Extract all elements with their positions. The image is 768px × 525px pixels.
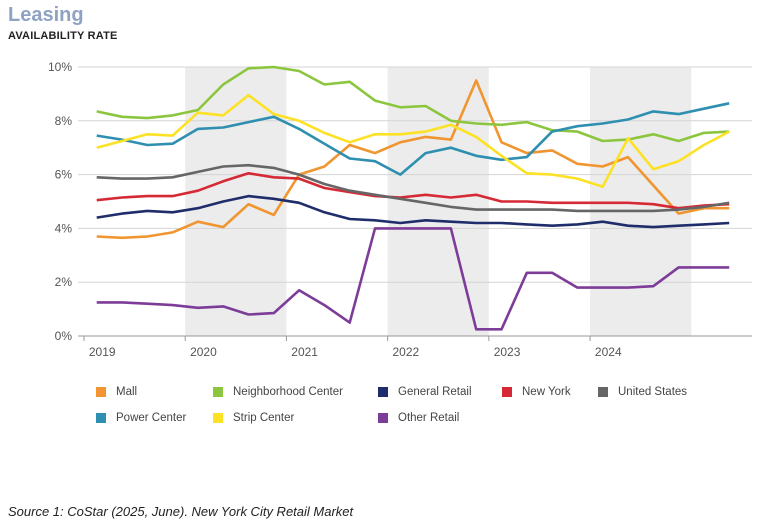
legend-item-neighborhood-center: Neighborhood Center [213, 386, 343, 398]
y-tick-label: 0% [55, 329, 73, 343]
legend-swatch [96, 387, 106, 397]
x-tick-label: 2024 [595, 345, 622, 359]
legend-swatch [96, 413, 106, 423]
series-line-power-center [96, 102, 730, 176]
source-citation: Source 1: CoStar (2025, June). New York … [8, 504, 354, 519]
y-tick-label: 2% [55, 275, 73, 289]
legend-label: New York [522, 386, 571, 398]
chart-title: Leasing [8, 4, 84, 26]
legend-swatch [213, 413, 223, 423]
legend-swatch [598, 387, 608, 397]
y-tick-label: 10% [48, 60, 72, 74]
legend-label: Neighborhood Center [233, 386, 343, 398]
legend-label: Power Center [116, 412, 187, 424]
shaded-band-2022 [387, 67, 489, 336]
legend-item-new-york: New York [502, 386, 571, 398]
legend-swatch [213, 387, 223, 397]
legend-item-mall: Mall [96, 386, 137, 398]
x-tick-label: 2020 [190, 345, 217, 359]
chart-subtitle: AVAILABILITY RATE [8, 30, 118, 42]
series-line-other-retail [96, 227, 730, 331]
y-tick-label: 6% [55, 168, 73, 182]
legend-label: General Retail [398, 386, 472, 398]
x-tick-label: 2021 [291, 345, 318, 359]
y-tick-label: 4% [55, 221, 73, 235]
legend-label: Mall [116, 386, 138, 398]
series-line-united-states [96, 163, 730, 213]
legend-item-other-retail: Other Retail [378, 412, 459, 424]
series-line-mall [96, 79, 730, 240]
legend-item-united-states: United States [598, 386, 687, 398]
legend-swatch [378, 387, 388, 397]
legend-item-strip-center: Strip Center [213, 412, 294, 424]
legend-swatch [378, 413, 388, 423]
series-line-strip-center [96, 93, 730, 188]
availability-rate-chart: 0% 2% 4% 6% 8% 10% 2019 2020 2021 2022 2023 2024 [48, 60, 752, 359]
legend-item-power-center: Power Center [96, 412, 186, 424]
y-tick-label: 8% [55, 114, 73, 128]
legend-swatch [502, 387, 512, 397]
legend-item-general-retail: General Retail [378, 386, 472, 398]
series-line-general-retail [96, 194, 730, 229]
series-line-new-york [96, 172, 730, 210]
x-tick-label: 2022 [393, 345, 420, 359]
x-tick-label: 2019 [89, 345, 116, 359]
legend-label: United States [618, 386, 688, 398]
legend-label: Strip Center [233, 412, 295, 424]
x-tick-label: 2023 [494, 345, 521, 359]
legend-label: Other Retail [398, 412, 460, 424]
series-line-neighborhood-center [96, 65, 730, 143]
